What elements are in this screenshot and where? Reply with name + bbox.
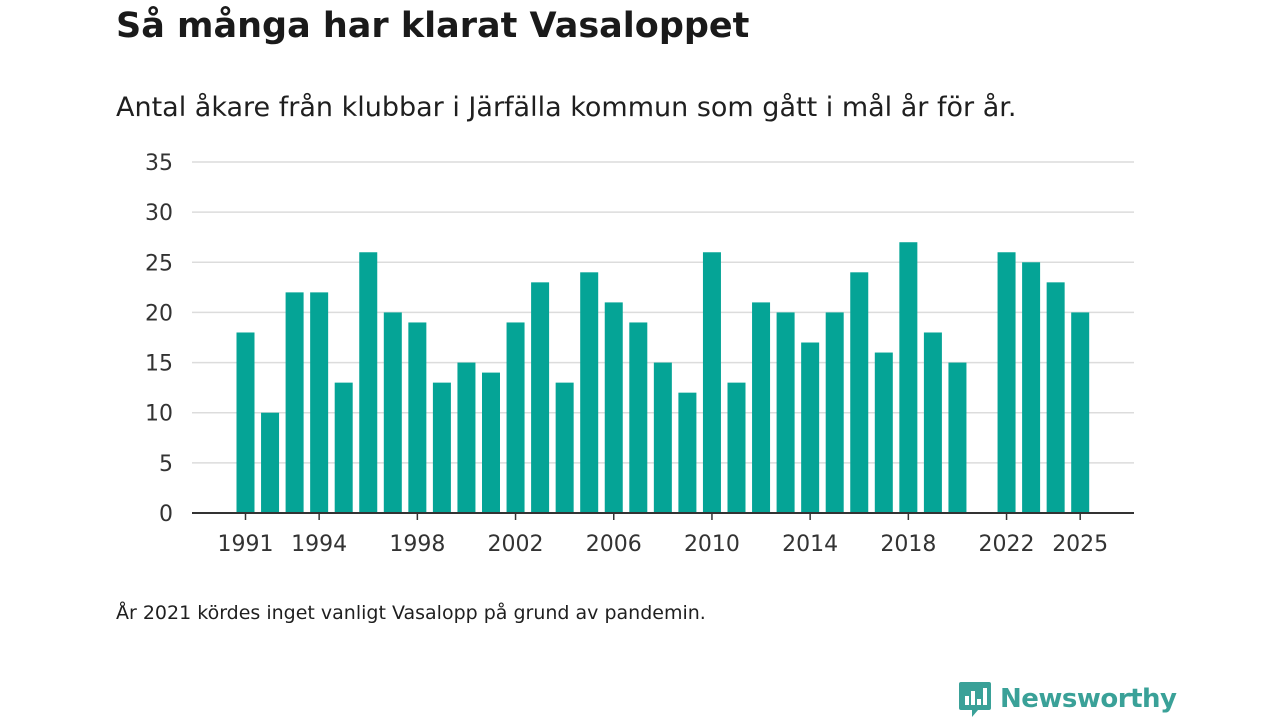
bar-2002 bbox=[506, 322, 525, 513]
chart-subtitle: Antal åkare från klubbar i Järfälla komm… bbox=[116, 92, 1017, 123]
bar-2012 bbox=[752, 302, 771, 513]
bar-2010 bbox=[702, 252, 721, 513]
bar-1995 bbox=[334, 382, 353, 513]
bar-1994 bbox=[310, 292, 329, 513]
bar-2025 bbox=[1071, 312, 1090, 513]
y-tick-label: 20 bbox=[145, 301, 173, 326]
chart-title: Så många har klarat Vasaloppet bbox=[116, 6, 750, 46]
x-tick-label: 2014 bbox=[782, 532, 838, 557]
bar-2003 bbox=[531, 282, 550, 513]
bar-2014 bbox=[801, 342, 820, 513]
y-tick-label: 0 bbox=[159, 502, 173, 527]
bar-2017 bbox=[874, 352, 893, 513]
y-tick-label: 15 bbox=[145, 352, 173, 377]
bar-2023 bbox=[1022, 262, 1041, 513]
x-tick-label: 1991 bbox=[218, 532, 274, 557]
bar-1992 bbox=[261, 412, 280, 513]
x-axis-ticks: 1991 1994 1998 2002 2006 2010 2014 2018 2022 2025 bbox=[218, 513, 1108, 557]
y-tick-label: 5 bbox=[159, 452, 173, 477]
y-tick-label: 35 bbox=[145, 151, 173, 176]
y-axis-ticks: 0 5 10 15 20 25 30 35 bbox=[145, 151, 173, 527]
x-tick-label: 1998 bbox=[389, 532, 445, 557]
x-tick-label: 2002 bbox=[488, 532, 544, 557]
x-tick-label: 2018 bbox=[880, 532, 936, 557]
x-tick-label: 2022 bbox=[979, 532, 1035, 557]
bar-2022 bbox=[997, 252, 1016, 513]
bar-1991 bbox=[236, 332, 255, 513]
bar-2000 bbox=[457, 362, 476, 513]
logo-text: Newsworthy bbox=[1000, 684, 1177, 714]
bar-2006 bbox=[604, 302, 623, 513]
bar-2005 bbox=[580, 272, 599, 513]
newsworthy-logo-icon bbox=[959, 682, 991, 717]
bar-2020 bbox=[948, 362, 967, 513]
bar-2013 bbox=[776, 312, 795, 513]
bar-1998 bbox=[408, 322, 427, 513]
bar-2015 bbox=[825, 312, 844, 513]
bar-2019 bbox=[923, 332, 942, 513]
bar-1997 bbox=[383, 312, 402, 513]
bar-1999 bbox=[432, 382, 451, 513]
y-tick-label: 10 bbox=[145, 402, 173, 427]
bars bbox=[236, 242, 1090, 513]
bar-2011 bbox=[727, 382, 746, 513]
bar-2004 bbox=[555, 382, 574, 513]
bar-2016 bbox=[850, 272, 869, 513]
bar-2018 bbox=[899, 242, 918, 513]
bar-1993 bbox=[285, 292, 304, 513]
chart-note: År 2021 kördes inget vanligt Vasalopp på… bbox=[116, 602, 706, 624]
bar-2008 bbox=[653, 362, 672, 513]
x-tick-label: 1994 bbox=[291, 532, 347, 557]
bar-2009 bbox=[678, 392, 697, 513]
y-tick-label: 25 bbox=[145, 251, 173, 276]
bar-1996 bbox=[359, 252, 378, 513]
bar-2024 bbox=[1046, 282, 1065, 513]
x-tick-label: 2010 bbox=[684, 532, 740, 557]
x-tick-label: 2025 bbox=[1052, 532, 1108, 557]
bar-2001 bbox=[482, 372, 500, 513]
newsworthy-logo: Newsworthy bbox=[958, 680, 1177, 718]
y-tick-label: 30 bbox=[145, 201, 173, 226]
x-tick-label: 2006 bbox=[586, 532, 642, 557]
bar-2007 bbox=[629, 322, 648, 513]
